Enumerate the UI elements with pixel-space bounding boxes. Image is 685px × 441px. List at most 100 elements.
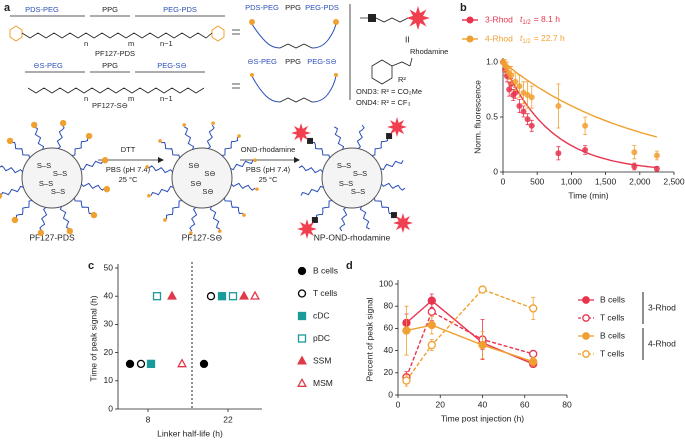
- rhodamine-label: Rhodamine: [410, 47, 448, 56]
- legend-label: B cells: [313, 265, 338, 275]
- marker: [206, 292, 216, 301]
- peg-arm: [209, 206, 220, 230]
- probe: II Rhodamine R² OND3: R² = CO₂Me OND4: R…: [356, 6, 448, 107]
- peg-arm: [298, 165, 323, 174]
- y-tick-label: 50: [104, 262, 114, 272]
- y-tick-label: 0: [108, 403, 113, 413]
- ond-label: OND4: R² = CF₃: [356, 98, 411, 107]
- segment-label: ⊖S-PEG: [247, 57, 277, 66]
- top-polymer: PDS-PEG PPG PEG-PDS n m n−1 PF127-PDS: [9, 5, 225, 58]
- subscript: m: [128, 94, 134, 103]
- marker: [631, 163, 638, 170]
- peg-arm: [150, 185, 174, 196]
- peg-arm: [161, 141, 180, 159]
- peg-arm: [0, 165, 23, 174]
- buffer: PBS (pH 7.4): [106, 165, 151, 174]
- legend-marker: [297, 334, 307, 343]
- end-group: [218, 229, 222, 233]
- subscript: m: [128, 39, 134, 48]
- marker: [529, 349, 538, 359]
- ond-square: [368, 14, 376, 22]
- marker: [136, 359, 146, 369]
- peg-arm: [381, 182, 406, 191]
- y-tick-label: 60: [384, 323, 394, 333]
- end-group: [66, 227, 74, 235]
- marker: [508, 72, 515, 79]
- peg-arm: [334, 126, 345, 150]
- peg-arm: [359, 206, 370, 230]
- marker: [512, 78, 519, 85]
- end-group: [103, 185, 111, 193]
- ppg-chain: [279, 43, 313, 49]
- x-axis-title: Time (min): [568, 190, 608, 200]
- peg-arm: [315, 200, 333, 219]
- nanoparticle: [171, 147, 233, 209]
- temperature: 25 °C: [119, 175, 138, 184]
- legend-marker: [297, 311, 307, 321]
- peg-arm: [339, 207, 348, 232]
- peg-arm: [231, 182, 256, 191]
- peg-arm: [380, 160, 404, 171]
- legend-marker: [297, 289, 307, 298]
- core-label: S–S: [39, 179, 53, 188]
- x-axis-title: Linker half-life (h): [157, 428, 223, 438]
- linker: [360, 17, 409, 23]
- end-group: [90, 211, 98, 219]
- peg-arm: [34, 126, 45, 150]
- y-tick-label: 80: [384, 300, 394, 310]
- y-tick-label: 1.0: [486, 56, 498, 66]
- legend-label: SSM: [313, 355, 331, 365]
- legend-marker: [297, 377, 307, 387]
- x-tick-label: 1,000: [561, 176, 583, 186]
- core-label: S–S: [37, 161, 51, 170]
- panel-label: a: [4, 2, 11, 14]
- x-tick-label: 500: [530, 176, 544, 186]
- end-group: [37, 229, 45, 237]
- x-tick-label: 20: [436, 399, 446, 409]
- end-group: [242, 213, 246, 217]
- panel-label: c: [88, 260, 94, 272]
- core-label: S–S: [53, 169, 67, 178]
- subscript: n−1: [160, 94, 173, 103]
- legend-label: T cells: [313, 288, 337, 298]
- marker: [631, 149, 638, 156]
- ond-square: [386, 133, 393, 140]
- symbol-sub: 1/2: [522, 39, 531, 45]
- end-group: [250, 73, 254, 77]
- particle-name: PF127-PDS: [29, 232, 75, 242]
- marker: [402, 326, 411, 335]
- legend-marker: [466, 35, 474, 43]
- core-label: S–S: [337, 161, 351, 170]
- marker: [478, 340, 487, 350]
- legend-marker: [582, 314, 590, 322]
- symbol: t: [520, 14, 523, 24]
- marker: [582, 122, 589, 129]
- x-tick-label: 8: [146, 414, 151, 424]
- peg-chain: [311, 23, 337, 49]
- y-tick-label: 0: [493, 166, 498, 176]
- peg-arm: [300, 185, 324, 196]
- buffer: PBS (pH 7.4): [246, 165, 291, 174]
- x-tick-label: 2,000: [629, 176, 651, 186]
- core-label: S⊖: [190, 179, 201, 188]
- segment-label: PEG-S⊖: [157, 61, 187, 70]
- peg-arm: [311, 141, 330, 159]
- end-group: [163, 218, 167, 222]
- segment-label: PDS-PEG: [245, 3, 279, 12]
- marker: [250, 290, 260, 300]
- polymer-name: PF127-S⊖: [92, 101, 128, 110]
- rhodamine-star: [393, 213, 413, 233]
- y-axis-title: Percent of peak signal: [364, 297, 374, 381]
- end-group: [253, 158, 257, 162]
- marker: [524, 116, 531, 123]
- legend-marker: [582, 332, 590, 340]
- legend-half-life: t1/2 = 22.7 h: [520, 33, 565, 44]
- legend-label: pDC: [313, 333, 330, 343]
- ring: [9, 25, 23, 42]
- end-group: [30, 121, 38, 129]
- y-axis-title: Norm. fluorescence: [472, 80, 482, 154]
- ppg-chain: [279, 97, 313, 103]
- x-axis-title: Time post injection (h): [441, 413, 524, 423]
- nanoparticle: [21, 147, 83, 209]
- core-label: S–S: [339, 179, 353, 188]
